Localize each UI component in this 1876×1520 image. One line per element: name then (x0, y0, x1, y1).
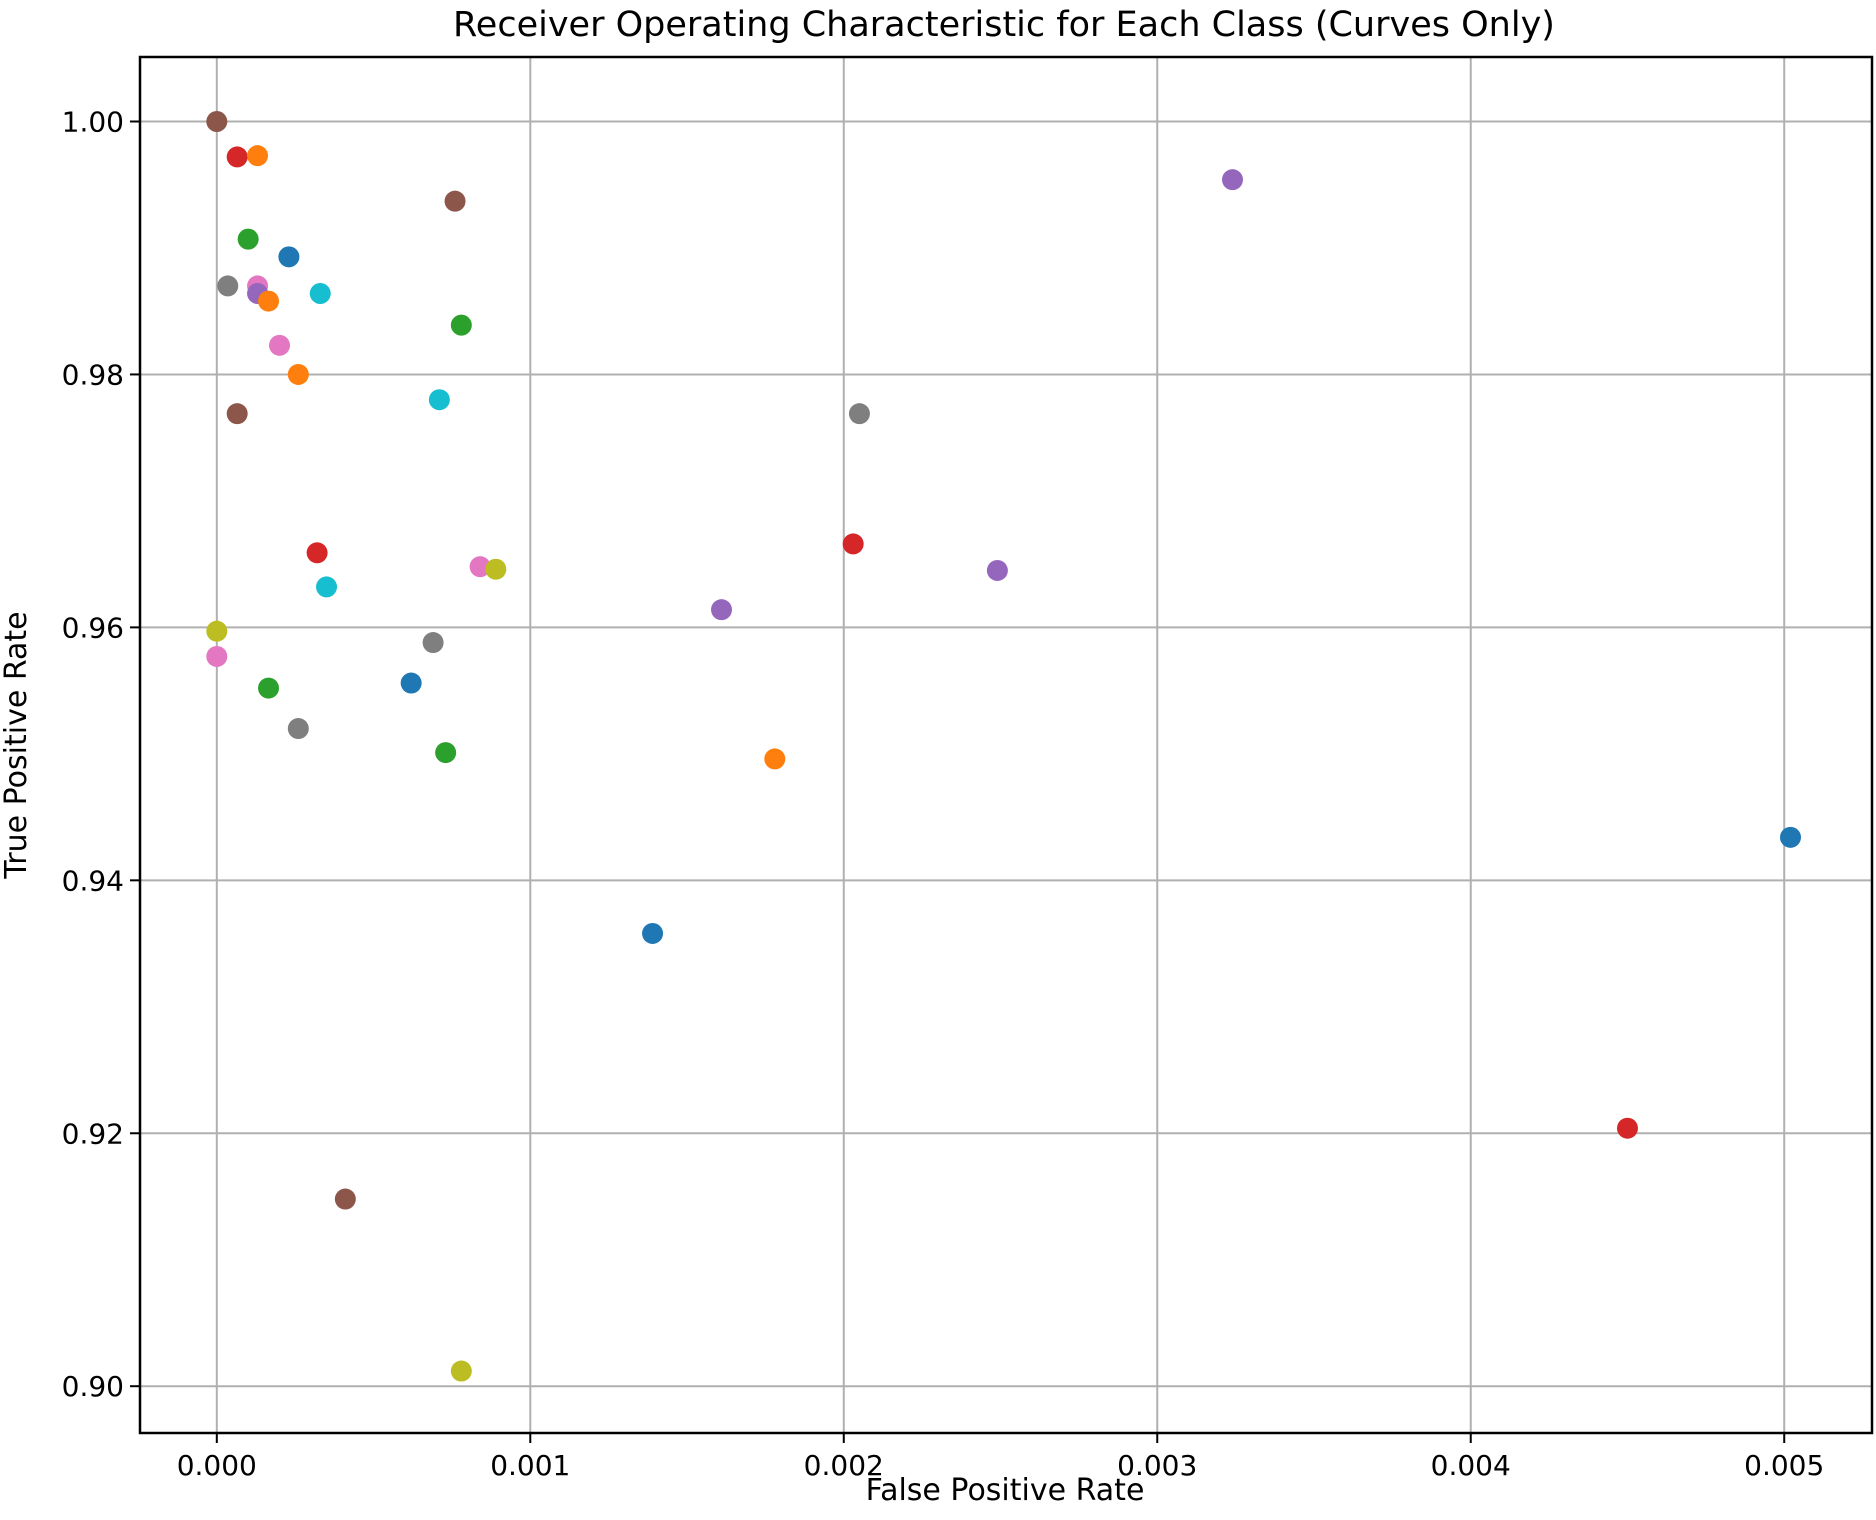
data-point (217, 275, 239, 297)
data-point (287, 718, 309, 740)
data-point (269, 334, 291, 356)
data-point (334, 1188, 356, 1210)
data-point (258, 290, 280, 312)
x-tick-label: 0.002 (804, 1449, 884, 1482)
x-tick-label: 0.004 (1431, 1449, 1511, 1482)
data-point (306, 542, 328, 564)
x-tick-label: 0.005 (1744, 1449, 1824, 1482)
data-point (764, 748, 786, 770)
data-point (848, 403, 870, 425)
grid-lines (140, 57, 1872, 1433)
x-tick-label: 0.003 (1117, 1449, 1197, 1482)
data-point (450, 314, 472, 336)
data-point (986, 559, 1008, 581)
data-point (450, 1360, 472, 1382)
data-points (206, 111, 1801, 1382)
x-axis-label: False Positive Rate (866, 1473, 1145, 1508)
data-point (206, 620, 228, 642)
chart-title: Receiver Operating Characteristic for Ea… (453, 5, 1555, 45)
data-point (444, 190, 466, 212)
data-point (1779, 826, 1801, 848)
data-point (469, 556, 491, 578)
data-point (237, 228, 259, 250)
data-point (316, 576, 338, 598)
data-point (226, 403, 248, 425)
data-point (226, 146, 248, 168)
data-point (1616, 1117, 1638, 1139)
data-point (309, 283, 331, 304)
data-point (842, 533, 864, 555)
data-point (278, 246, 300, 268)
data-point (400, 672, 422, 694)
y-tick-label: 0.94 (62, 864, 124, 897)
y-tick-label: 0.90 (62, 1370, 124, 1403)
data-point (485, 558, 507, 580)
x-tick-label: 0.000 (177, 1449, 257, 1482)
data-point (247, 145, 269, 167)
data-point (711, 599, 733, 621)
x-tick-label: 0.001 (490, 1449, 570, 1482)
y-tick-label: 1.00 (62, 106, 124, 139)
y-tick-label: 0.98 (62, 358, 124, 391)
y-tick-label: 0.92 (62, 1117, 124, 1150)
data-point (206, 111, 228, 132)
data-point (287, 363, 309, 385)
data-point (258, 677, 280, 699)
axis-ticks: 0.000 0.001 0.002 0.003 0.004 0.005 0.90 0.92 0.… (62, 106, 1825, 1483)
data-point (435, 742, 457, 764)
data-point (642, 922, 664, 944)
y-axis-label: True Positive Rate (0, 611, 34, 879)
data-point (428, 389, 450, 411)
y-tick-label: 0.96 (62, 611, 124, 644)
plot-frame (138, 55, 1874, 1435)
data-point (1221, 169, 1243, 191)
data-point (422, 632, 444, 654)
data-point (206, 645, 228, 667)
